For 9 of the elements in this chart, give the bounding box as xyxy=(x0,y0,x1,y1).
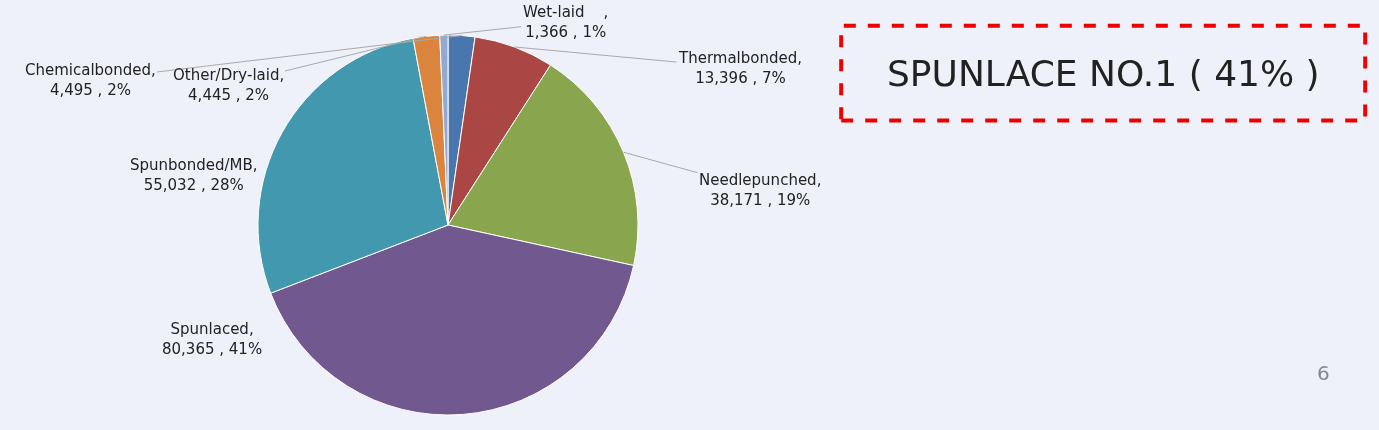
slice-label: Thermalbonded, 13,396 , 7% xyxy=(678,49,803,87)
text: SPUNLACE NO.1 ( 41% ) xyxy=(887,53,1320,94)
slice-label: Other/Dry-laid, 4,445 , 2% xyxy=(173,66,285,104)
slice-label: Spunlaced, 80,365 , 41% xyxy=(162,320,263,358)
slice-label: Needlepunched, 38,171 , 19% xyxy=(699,171,822,209)
slice-label: Wet-laid , 1,366 , 1% xyxy=(523,3,609,41)
slice-label: Spunbonded/MB, 55,032 , 28% xyxy=(130,156,258,194)
slice-label: Chemicalbonded, 4,495 , 2% xyxy=(25,61,156,99)
text: 6 xyxy=(1317,361,1330,385)
